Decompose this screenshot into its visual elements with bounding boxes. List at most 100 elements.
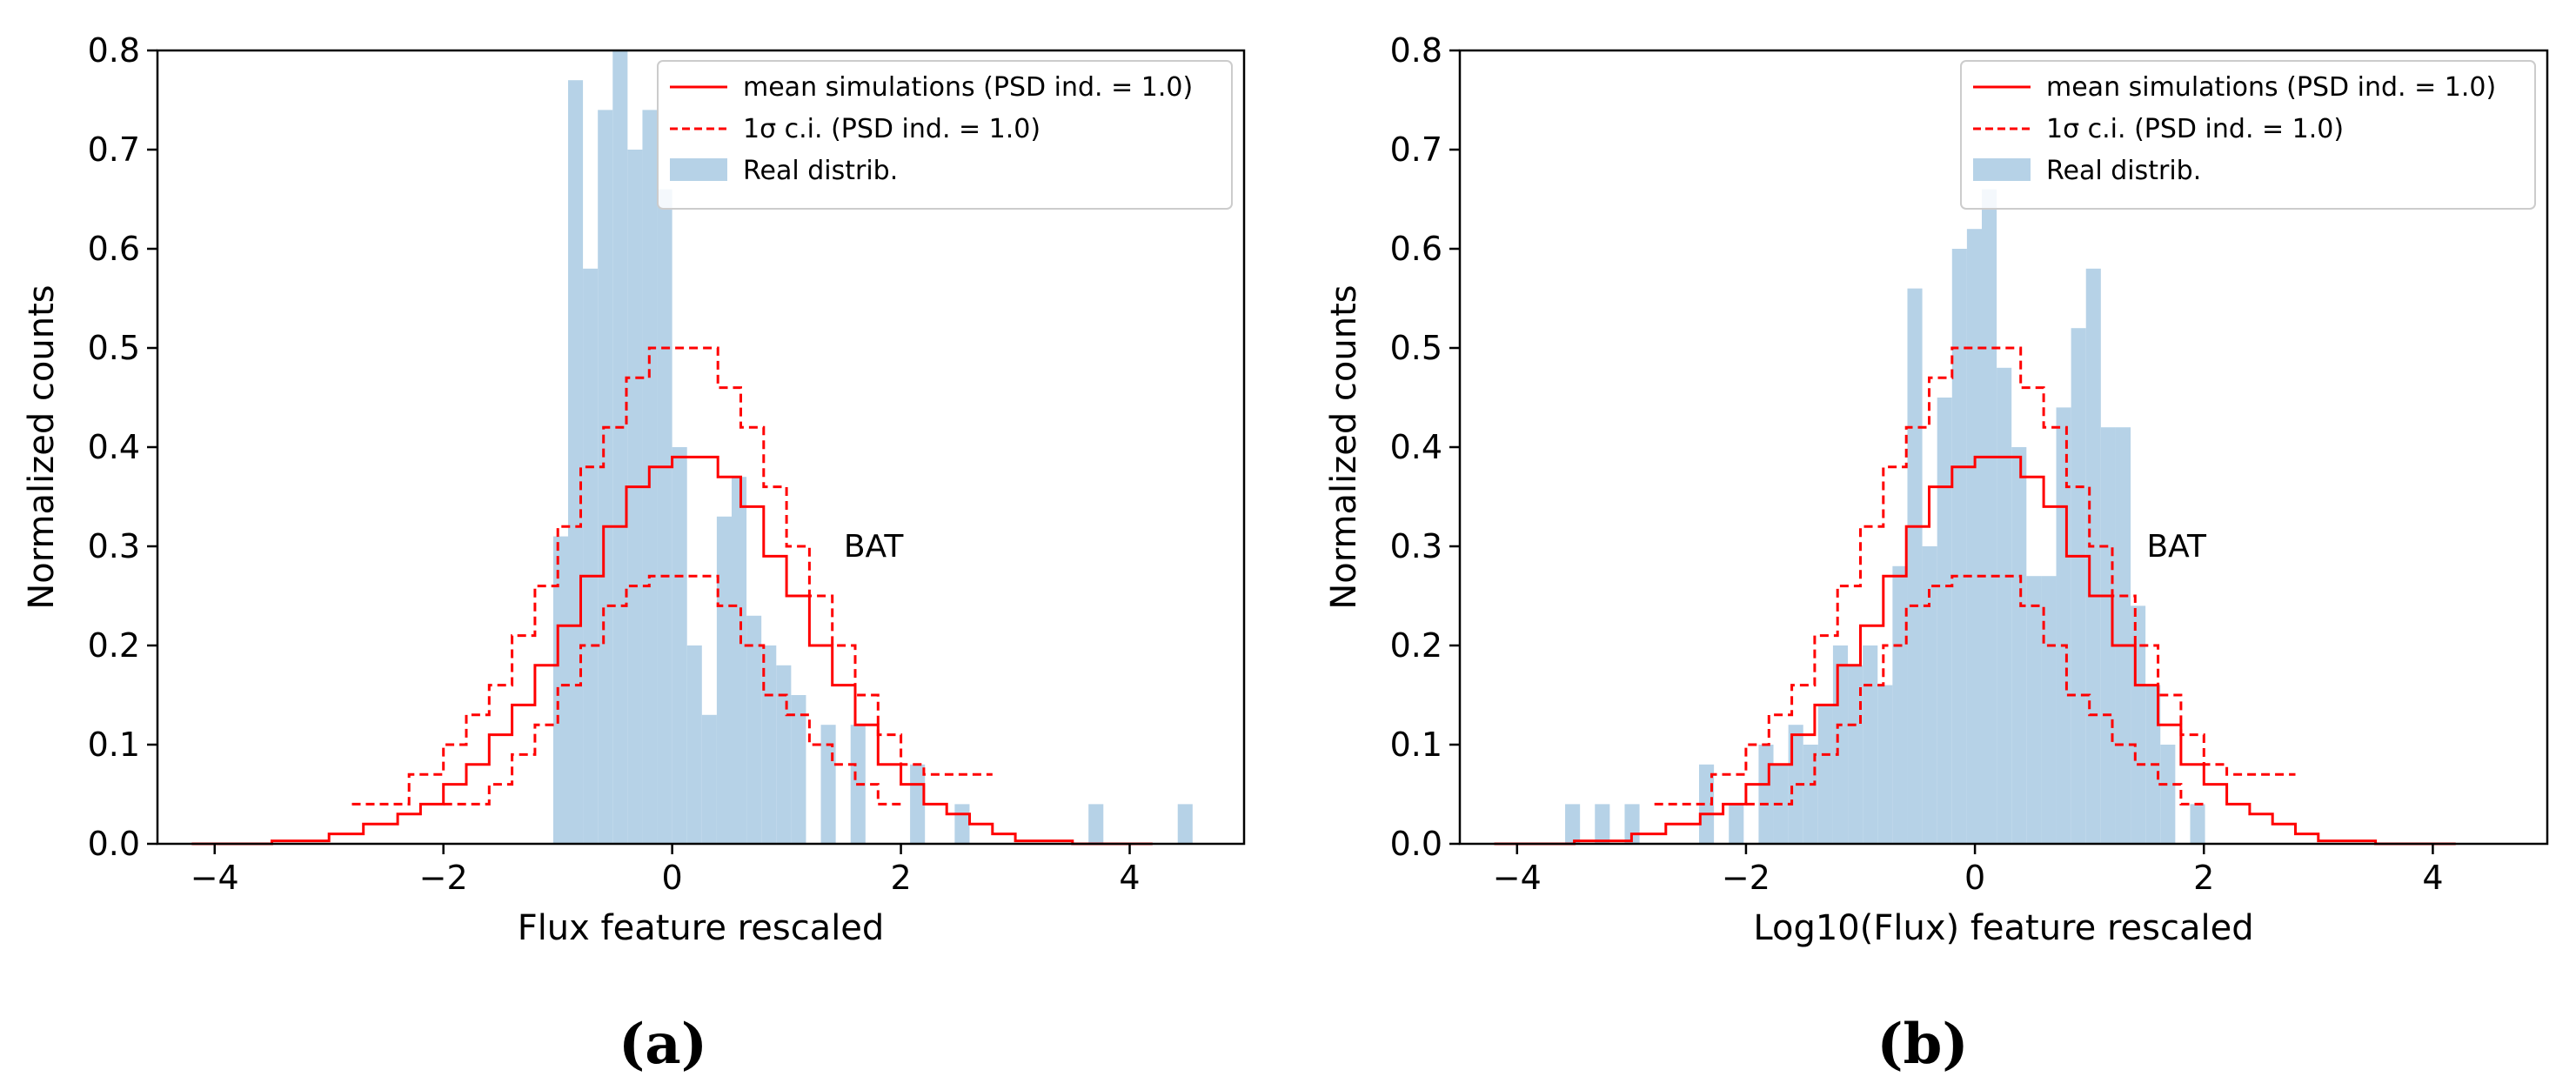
histogram-bar	[791, 695, 806, 844]
legend-patch-swatch	[670, 158, 727, 181]
step-lines	[1494, 346, 2456, 846]
histogram-bar	[2071, 328, 2086, 844]
histogram-bar	[1863, 645, 1878, 844]
histogram-bar	[598, 110, 613, 844]
histogram-bar	[657, 189, 672, 845]
histogram-bar	[2026, 576, 2042, 844]
histogram-bar	[1951, 249, 1967, 844]
histogram-bar	[686, 645, 702, 844]
legend-label-real: Real distrib.	[743, 156, 898, 186]
legend-label-real: Real distrib.	[2046, 156, 2201, 186]
annotation-label: BAT	[844, 529, 905, 565]
panel-caption: (b)	[1877, 1012, 1968, 1077]
y-tick-label: 0.8	[1390, 31, 1442, 70]
y-tick-label: 0.5	[1390, 329, 1442, 367]
ci-step-line	[1654, 346, 2296, 806]
y-tick-label: 0.7	[88, 130, 140, 169]
histogram-bar	[954, 804, 970, 844]
histogram-bar	[1877, 685, 1893, 844]
x-tick-label: 0	[1964, 859, 1985, 897]
histogram-bar	[1565, 804, 1581, 844]
histogram-bar	[2041, 576, 2057, 844]
mean-step-line	[1494, 455, 2456, 846]
x-tick-label: 4	[2422, 859, 2443, 897]
histogram-bar	[1907, 288, 1923, 845]
panel-a: 0.0 0.1 0.2 0.3 0.4 0.5 0.6 0.7 0.8 −4 −2 0 2 4 Flux…	[22, 31, 1246, 1077]
y-tick-label: 0.3	[88, 527, 140, 565]
legend-box	[1960, 60, 2536, 210]
histogram-bar	[1982, 189, 1997, 845]
histogram-bar	[627, 150, 643, 844]
histogram-bar	[552, 536, 568, 844]
y-tick-label: 0.2	[88, 626, 140, 665]
legend-patch-swatch	[1973, 158, 2031, 181]
histogram-bar	[2085, 268, 2101, 844]
histogram-bar	[701, 714, 717, 844]
histogram-bar	[1997, 367, 2012, 844]
histogram-bar	[1817, 705, 1833, 844]
histogram-bar	[583, 268, 599, 844]
y-axis-ticks: 0.0 0.1 0.2 0.3 0.4 0.5 0.6 0.7 0.8	[1390, 31, 1460, 863]
histogram-bar	[672, 447, 687, 844]
x-tick-label: −2	[1722, 859, 1770, 897]
y-tick-label: 0.7	[1390, 130, 1442, 169]
histogram-bar	[1595, 804, 1610, 844]
legend-label-mean: mean simulations (PSD ind. = 1.0)	[2046, 72, 2496, 103]
x-axis-label: Flux feature rescaled	[518, 908, 885, 948]
histogram-bar	[746, 615, 762, 844]
x-axis-ticks: −4 −2 0 2 4	[191, 844, 1141, 897]
histogram-bar	[1937, 398, 1952, 844]
histogram-bar	[820, 725, 836, 844]
y-axis-label: Normalized counts	[1324, 284, 1364, 609]
histogram-bar	[1966, 229, 1982, 844]
annotation-label: BAT	[2146, 529, 2207, 565]
histogram-bar	[2011, 447, 2027, 844]
histogram-bar	[1177, 804, 1193, 844]
histogram-bar	[731, 477, 747, 844]
y-tick-label: 0.5	[88, 329, 140, 367]
histogram-bar	[2131, 605, 2146, 844]
histogram-bar	[1729, 804, 1744, 844]
y-axis-ticks: 0.0 0.1 0.2 0.3 0.4 0.5 0.6 0.7 0.8	[88, 31, 157, 863]
x-tick-label: −2	[419, 859, 468, 897]
step-lines	[191, 346, 1153, 846]
histogram-bar	[776, 665, 792, 844]
y-tick-label: 0.6	[88, 230, 140, 268]
histogram-bar	[1892, 565, 1908, 844]
histogram-bar	[2115, 427, 2131, 844]
histogram-bar	[1758, 745, 1774, 844]
legend-box	[657, 60, 1233, 210]
legend-label-ci: 1σ c.i. (PSD ind. = 1.0)	[743, 114, 1040, 144]
y-tick-label: 0.6	[1390, 230, 1442, 268]
histogram-bar	[612, 50, 628, 844]
y-axis-label: Normalized counts	[22, 284, 62, 609]
histogram-bar	[1832, 645, 1849, 844]
histogram-bar	[2160, 745, 2176, 844]
mean-step-line	[191, 455, 1153, 846]
histogram-bars	[1565, 189, 2205, 845]
histogram-bar	[2056, 407, 2071, 844]
x-tick-label: −4	[191, 859, 239, 897]
x-tick-label: 4	[1119, 859, 1140, 897]
histogram-bar	[716, 516, 732, 844]
histogram-bar	[1848, 665, 1863, 844]
panel-b: 0.0 0.1 0.2 0.3 0.4 0.5 0.6 0.7 0.8 −4 −2 0 2 4 Log1…	[1324, 31, 2549, 1077]
histogram-bar	[2190, 804, 2205, 844]
x-axis-ticks: −4 −2 0 2 4	[1493, 844, 2444, 897]
y-tick-label: 0.1	[88, 726, 140, 764]
x-axis-label: Log10(Flux) feature rescaled	[1753, 908, 2253, 948]
y-tick-label: 0.0	[1390, 825, 1442, 863]
x-tick-label: 2	[890, 859, 911, 897]
histogram-bar	[567, 80, 584, 844]
y-tick-label: 0.8	[88, 31, 140, 70]
y-tick-label: 0.4	[88, 428, 140, 466]
y-tick-label: 0.3	[1390, 527, 1442, 565]
y-tick-label: 0.0	[88, 825, 140, 863]
histogram-bar	[1088, 804, 1104, 844]
legend-label-mean: mean simulations (PSD ind. = 1.0)	[743, 72, 1193, 103]
x-tick-label: −4	[1493, 859, 1542, 897]
ci-step-line	[351, 346, 993, 806]
y-tick-label: 0.2	[1390, 626, 1442, 665]
legend-label-ci: 1σ c.i. (PSD ind. = 1.0)	[2046, 114, 2344, 144]
